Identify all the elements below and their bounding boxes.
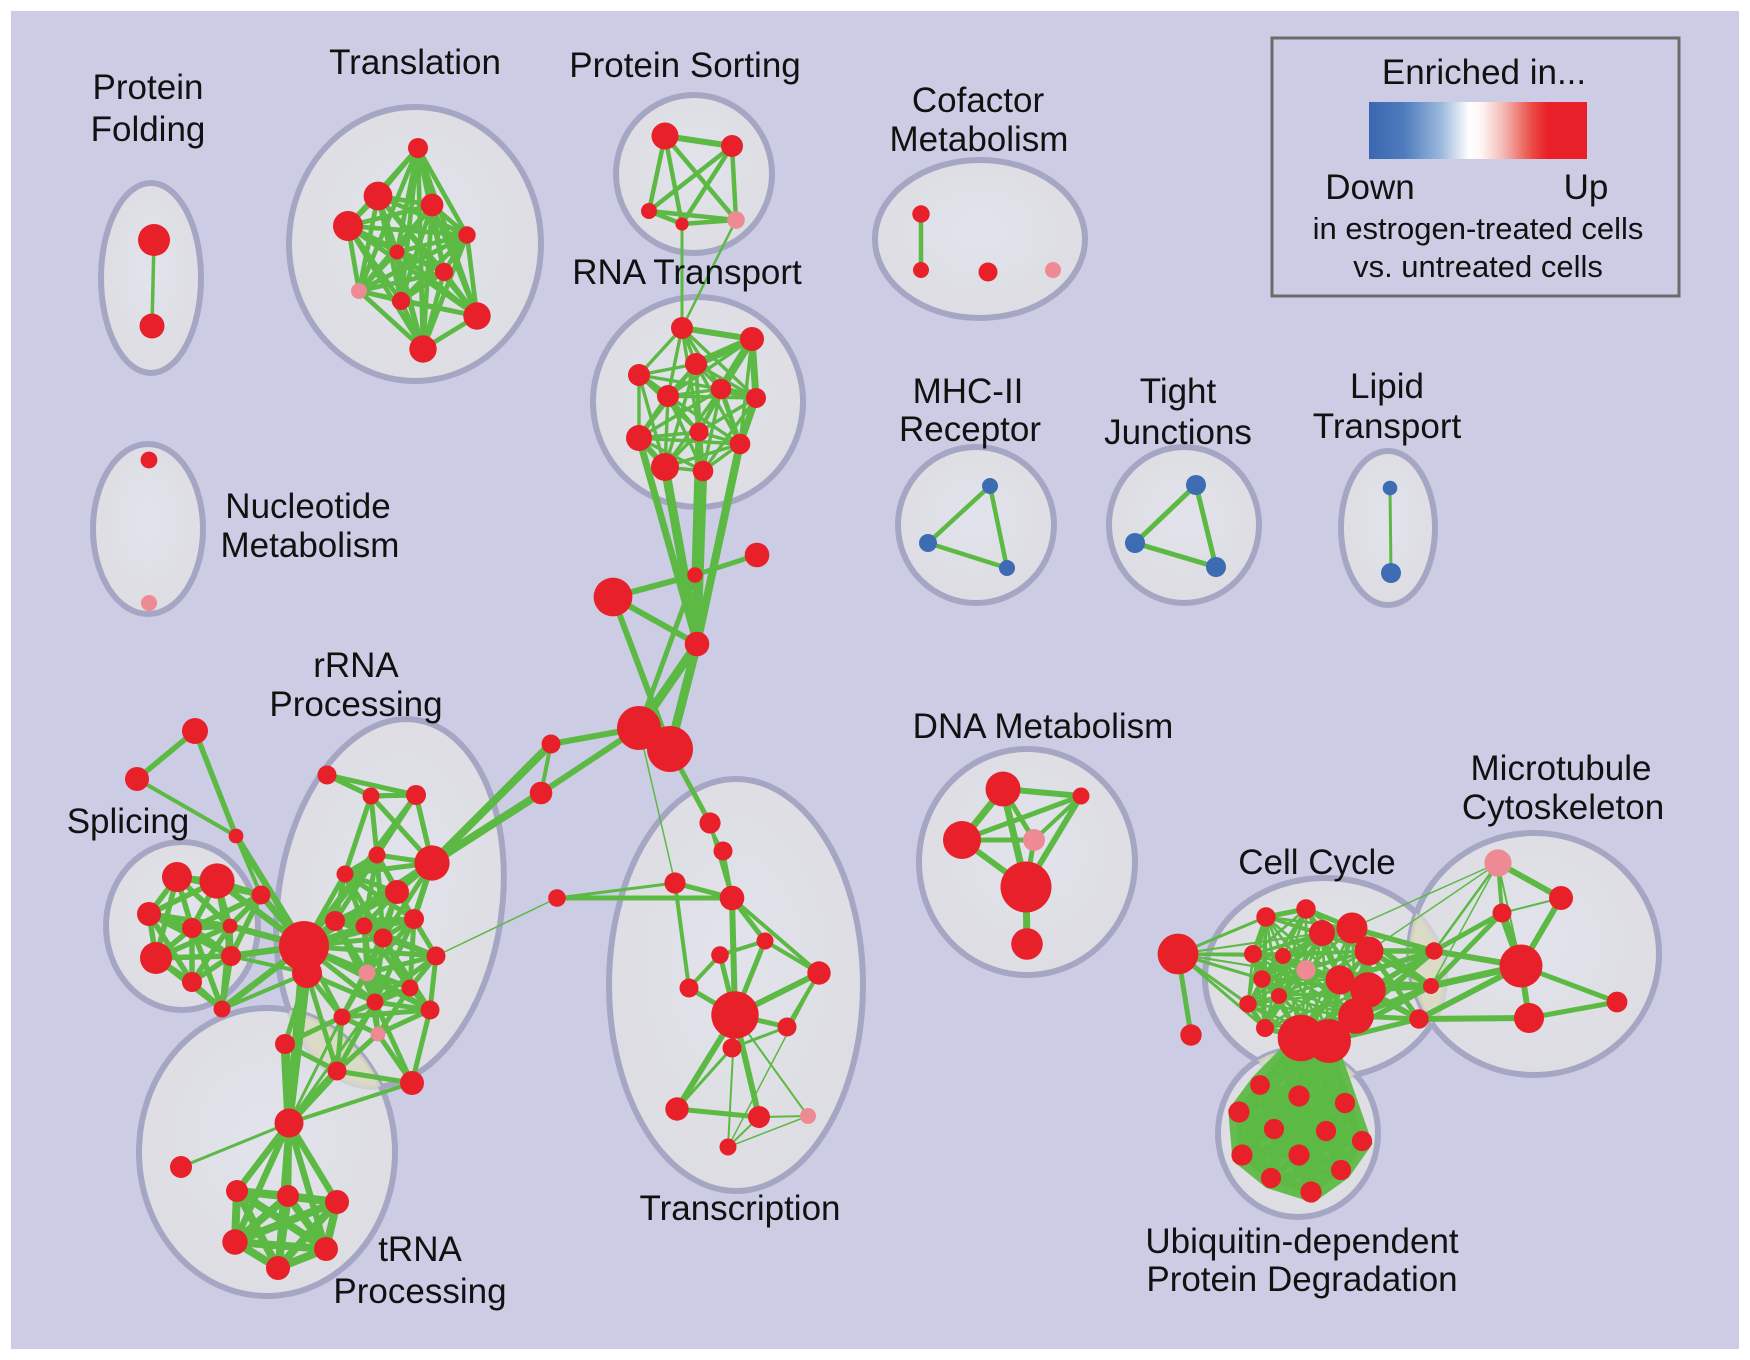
svg-text:tRNA: tRNA xyxy=(378,1230,462,1269)
svg-text:Nucleotide: Nucleotide xyxy=(225,487,390,526)
svg-text:vs. untreated cells: vs. untreated cells xyxy=(1353,249,1603,284)
svg-text:in estrogen-treated cells: in estrogen-treated cells xyxy=(1313,211,1644,246)
svg-text:Enriched in...: Enriched in... xyxy=(1382,53,1586,92)
svg-text:Cofactor: Cofactor xyxy=(912,81,1045,120)
svg-text:Processing: Processing xyxy=(269,685,442,724)
svg-text:Ubiquitin-dependent: Ubiquitin-dependent xyxy=(1145,1222,1459,1261)
svg-text:Lipid: Lipid xyxy=(1350,367,1424,406)
svg-text:MHC-II: MHC-II xyxy=(913,372,1024,411)
svg-text:Up: Up xyxy=(1564,168,1609,207)
svg-text:Metabolism: Metabolism xyxy=(221,526,400,565)
svg-text:Processing: Processing xyxy=(333,1272,506,1311)
svg-text:Junctions: Junctions xyxy=(1104,413,1252,452)
svg-text:Down: Down xyxy=(1325,168,1414,207)
svg-text:Metabolism: Metabolism xyxy=(890,120,1069,159)
svg-text:Transport: Transport xyxy=(1313,407,1462,446)
svg-text:Transcription: Transcription xyxy=(640,1189,841,1228)
svg-text:DNA Metabolism: DNA Metabolism xyxy=(913,707,1174,746)
svg-text:Cell Cycle: Cell Cycle xyxy=(1238,843,1396,882)
svg-text:Tight: Tight xyxy=(1140,372,1217,411)
svg-text:Receptor: Receptor xyxy=(899,410,1041,449)
svg-text:Protein Sorting: Protein Sorting xyxy=(569,46,801,85)
svg-text:Microtubule: Microtubule xyxy=(1471,749,1652,788)
svg-text:Cytoskeleton: Cytoskeleton xyxy=(1462,788,1664,827)
svg-text:RNA Transport: RNA Transport xyxy=(572,253,802,292)
svg-text:Splicing: Splicing xyxy=(67,802,190,841)
svg-text:Protein Degradation: Protein Degradation xyxy=(1146,1260,1457,1299)
svg-text:Translation: Translation xyxy=(329,43,501,82)
svg-text:Protein: Protein xyxy=(93,68,204,107)
svg-text:rRNA: rRNA xyxy=(313,646,399,685)
svg-text:Folding: Folding xyxy=(91,110,206,149)
